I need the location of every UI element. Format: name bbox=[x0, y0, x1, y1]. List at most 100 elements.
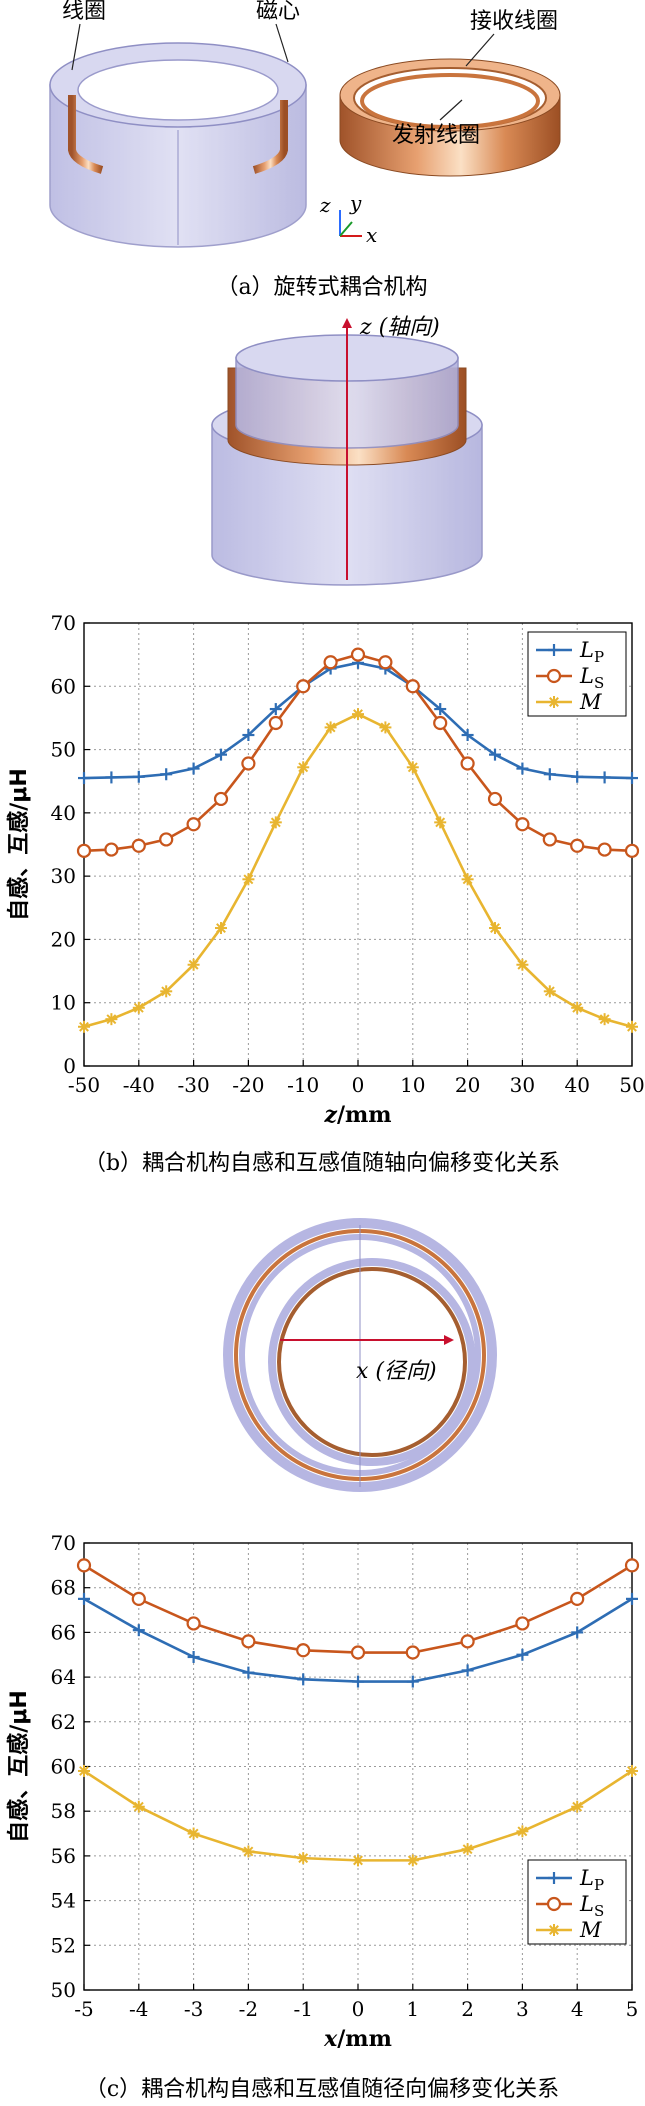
figure-a-illustration: 线圈 磁心 接收线圈 发射线圈 z y x （a）旋转式耦合机构 bbox=[49, 0, 561, 300]
series-LS bbox=[76, 1558, 640, 1660]
axis-z-label: z bbox=[319, 193, 331, 217]
data-point-LS-0 bbox=[76, 843, 92, 858]
data-point-LS-14 bbox=[460, 756, 475, 771]
y-tick-label-6: 60 bbox=[51, 674, 76, 698]
x-tick-label-8: 3 bbox=[516, 1997, 529, 2021]
series-M bbox=[78, 1764, 638, 1867]
data-point-LS-1 bbox=[131, 1591, 146, 1606]
legend-label-sub-LP: P bbox=[594, 1876, 604, 1894]
legend-label-LP: LP bbox=[579, 1866, 604, 1894]
label-coil: 线圈 bbox=[62, 0, 106, 24]
data-point-M-6 bbox=[406, 1854, 419, 1867]
legend-marker-M bbox=[548, 696, 560, 708]
data-point-LS-6 bbox=[241, 756, 256, 771]
legend-label-main-LP: L bbox=[579, 638, 594, 662]
x-axis-label-unit: /mm bbox=[337, 2026, 392, 2052]
x-tick-label-2: -30 bbox=[177, 1073, 209, 1097]
data-point-LP-13 bbox=[434, 703, 447, 716]
data-point-LP-0 bbox=[78, 1592, 90, 1605]
legend-box bbox=[527, 1859, 627, 1945]
core-assembly bbox=[49, 42, 307, 248]
x-tick-label-5: 0 bbox=[352, 1997, 365, 2021]
figure-c-illustration: x (径向) bbox=[223, 1218, 497, 1492]
data-point-LS-18 bbox=[570, 838, 585, 853]
legend-label-LS: LS bbox=[579, 664, 604, 692]
data-point-LP-6 bbox=[242, 729, 255, 742]
x-tick-label-1: -40 bbox=[123, 1073, 155, 1097]
y-tick-label-10: 70 bbox=[51, 1531, 76, 1555]
x-tick-label-7: 2 bbox=[461, 1997, 474, 2021]
x-tick-label-2: -3 bbox=[184, 1997, 203, 2021]
legend-marker-LP bbox=[548, 1872, 560, 1884]
data-point-LS-17 bbox=[542, 832, 557, 847]
data-point-LP-8 bbox=[516, 1648, 529, 1661]
series-LS bbox=[76, 647, 640, 858]
data-point-LS-9 bbox=[570, 1591, 585, 1606]
data-point-M-16 bbox=[516, 958, 529, 971]
x-tick-label-10: 5 bbox=[626, 1997, 639, 2021]
legend-label-main-LS: L bbox=[579, 1892, 594, 1916]
data-point-LS-3 bbox=[241, 1634, 256, 1649]
chart-radial-offset: -5 -4 -3 -2 -1 0 1 2 3 4 5 50 52 54 56 58 60 62 64 66 68 70 x/… bbox=[6, 1531, 640, 2052]
data-point-M-19 bbox=[598, 1013, 611, 1026]
data-point-LP-20 bbox=[626, 772, 638, 785]
data-point-M-4 bbox=[297, 1852, 310, 1865]
data-point-LP-1 bbox=[105, 771, 118, 784]
data-point-M-20 bbox=[626, 1020, 638, 1033]
data-point-LS-8 bbox=[296, 679, 311, 694]
x-tick-label-0: -50 bbox=[68, 1073, 100, 1097]
data-point-M-15 bbox=[489, 922, 501, 935]
x-tick-label-1: -4 bbox=[129, 1997, 148, 2021]
legend-box bbox=[527, 631, 627, 717]
data-point-LP-2 bbox=[187, 1650, 200, 1663]
data-point-LP-17 bbox=[543, 768, 556, 781]
data-point-LP-2 bbox=[132, 770, 145, 783]
x-axis-label: z/mm bbox=[323, 1102, 391, 1128]
data-point-LP-15 bbox=[489, 748, 501, 761]
x-tick-label-3: -2 bbox=[239, 1997, 258, 2021]
y-tick-label-1: 10 bbox=[51, 991, 76, 1015]
data-point-LP-18 bbox=[571, 770, 584, 783]
data-point-LS-4 bbox=[186, 817, 201, 832]
x-axis-label-unit: /mm bbox=[337, 1102, 392, 1128]
data-point-LS-16 bbox=[515, 817, 530, 832]
data-point-M-11 bbox=[379, 721, 392, 734]
y-tick-label-7: 64 bbox=[51, 1665, 76, 1689]
caption-b: （b）耦合机构自感和互感值随轴向偏移变化关系 bbox=[84, 1151, 560, 1176]
data-point-M-13 bbox=[434, 816, 447, 829]
y-tick-label-7: 70 bbox=[51, 611, 76, 635]
data-point-LP-4 bbox=[187, 762, 200, 775]
data-point-M-2 bbox=[132, 1001, 145, 1014]
legend-label-M: M bbox=[579, 690, 602, 714]
y-tick-label-4: 40 bbox=[51, 801, 76, 825]
data-point-LS-19 bbox=[597, 842, 612, 857]
y-tick-label-9: 68 bbox=[51, 1576, 76, 1600]
figure-b-illustration: z (轴向) bbox=[211, 315, 483, 586]
data-point-M-8 bbox=[297, 761, 310, 774]
legend-label-main-LP: L bbox=[579, 1866, 594, 1890]
x-tick-label-4: -1 bbox=[293, 1997, 312, 2021]
axial-arrow-label: z (轴向) bbox=[359, 315, 440, 340]
x-axis-label-variable: z bbox=[323, 1102, 337, 1128]
data-point-LP-19 bbox=[598, 771, 611, 784]
x-tick-label-10: 50 bbox=[619, 1073, 644, 1097]
data-point-LP-7 bbox=[269, 703, 282, 716]
y-tick-label-2: 54 bbox=[51, 1889, 76, 1913]
y-tick-label-5: 60 bbox=[51, 1755, 76, 1779]
data-point-LP-3 bbox=[242, 1666, 255, 1679]
data-point-M-18 bbox=[571, 1001, 584, 1014]
data-point-LS-7 bbox=[460, 1634, 475, 1649]
y-tick-label-5: 50 bbox=[51, 738, 76, 762]
data-point-LS-5 bbox=[350, 1645, 366, 1660]
x-axis-label-variable: x bbox=[323, 2026, 338, 2052]
data-point-M-7 bbox=[269, 816, 282, 829]
data-point-LS-7 bbox=[268, 715, 283, 731]
x-tick-label-5: 0 bbox=[352, 1073, 365, 1097]
data-point-LS-0 bbox=[76, 1558, 92, 1573]
data-point-LP-4 bbox=[297, 1673, 310, 1686]
label-receive-coil: 接收线圈 bbox=[470, 9, 558, 34]
data-point-LS-5 bbox=[213, 791, 229, 807]
y-tick-label-3: 56 bbox=[51, 1844, 76, 1868]
